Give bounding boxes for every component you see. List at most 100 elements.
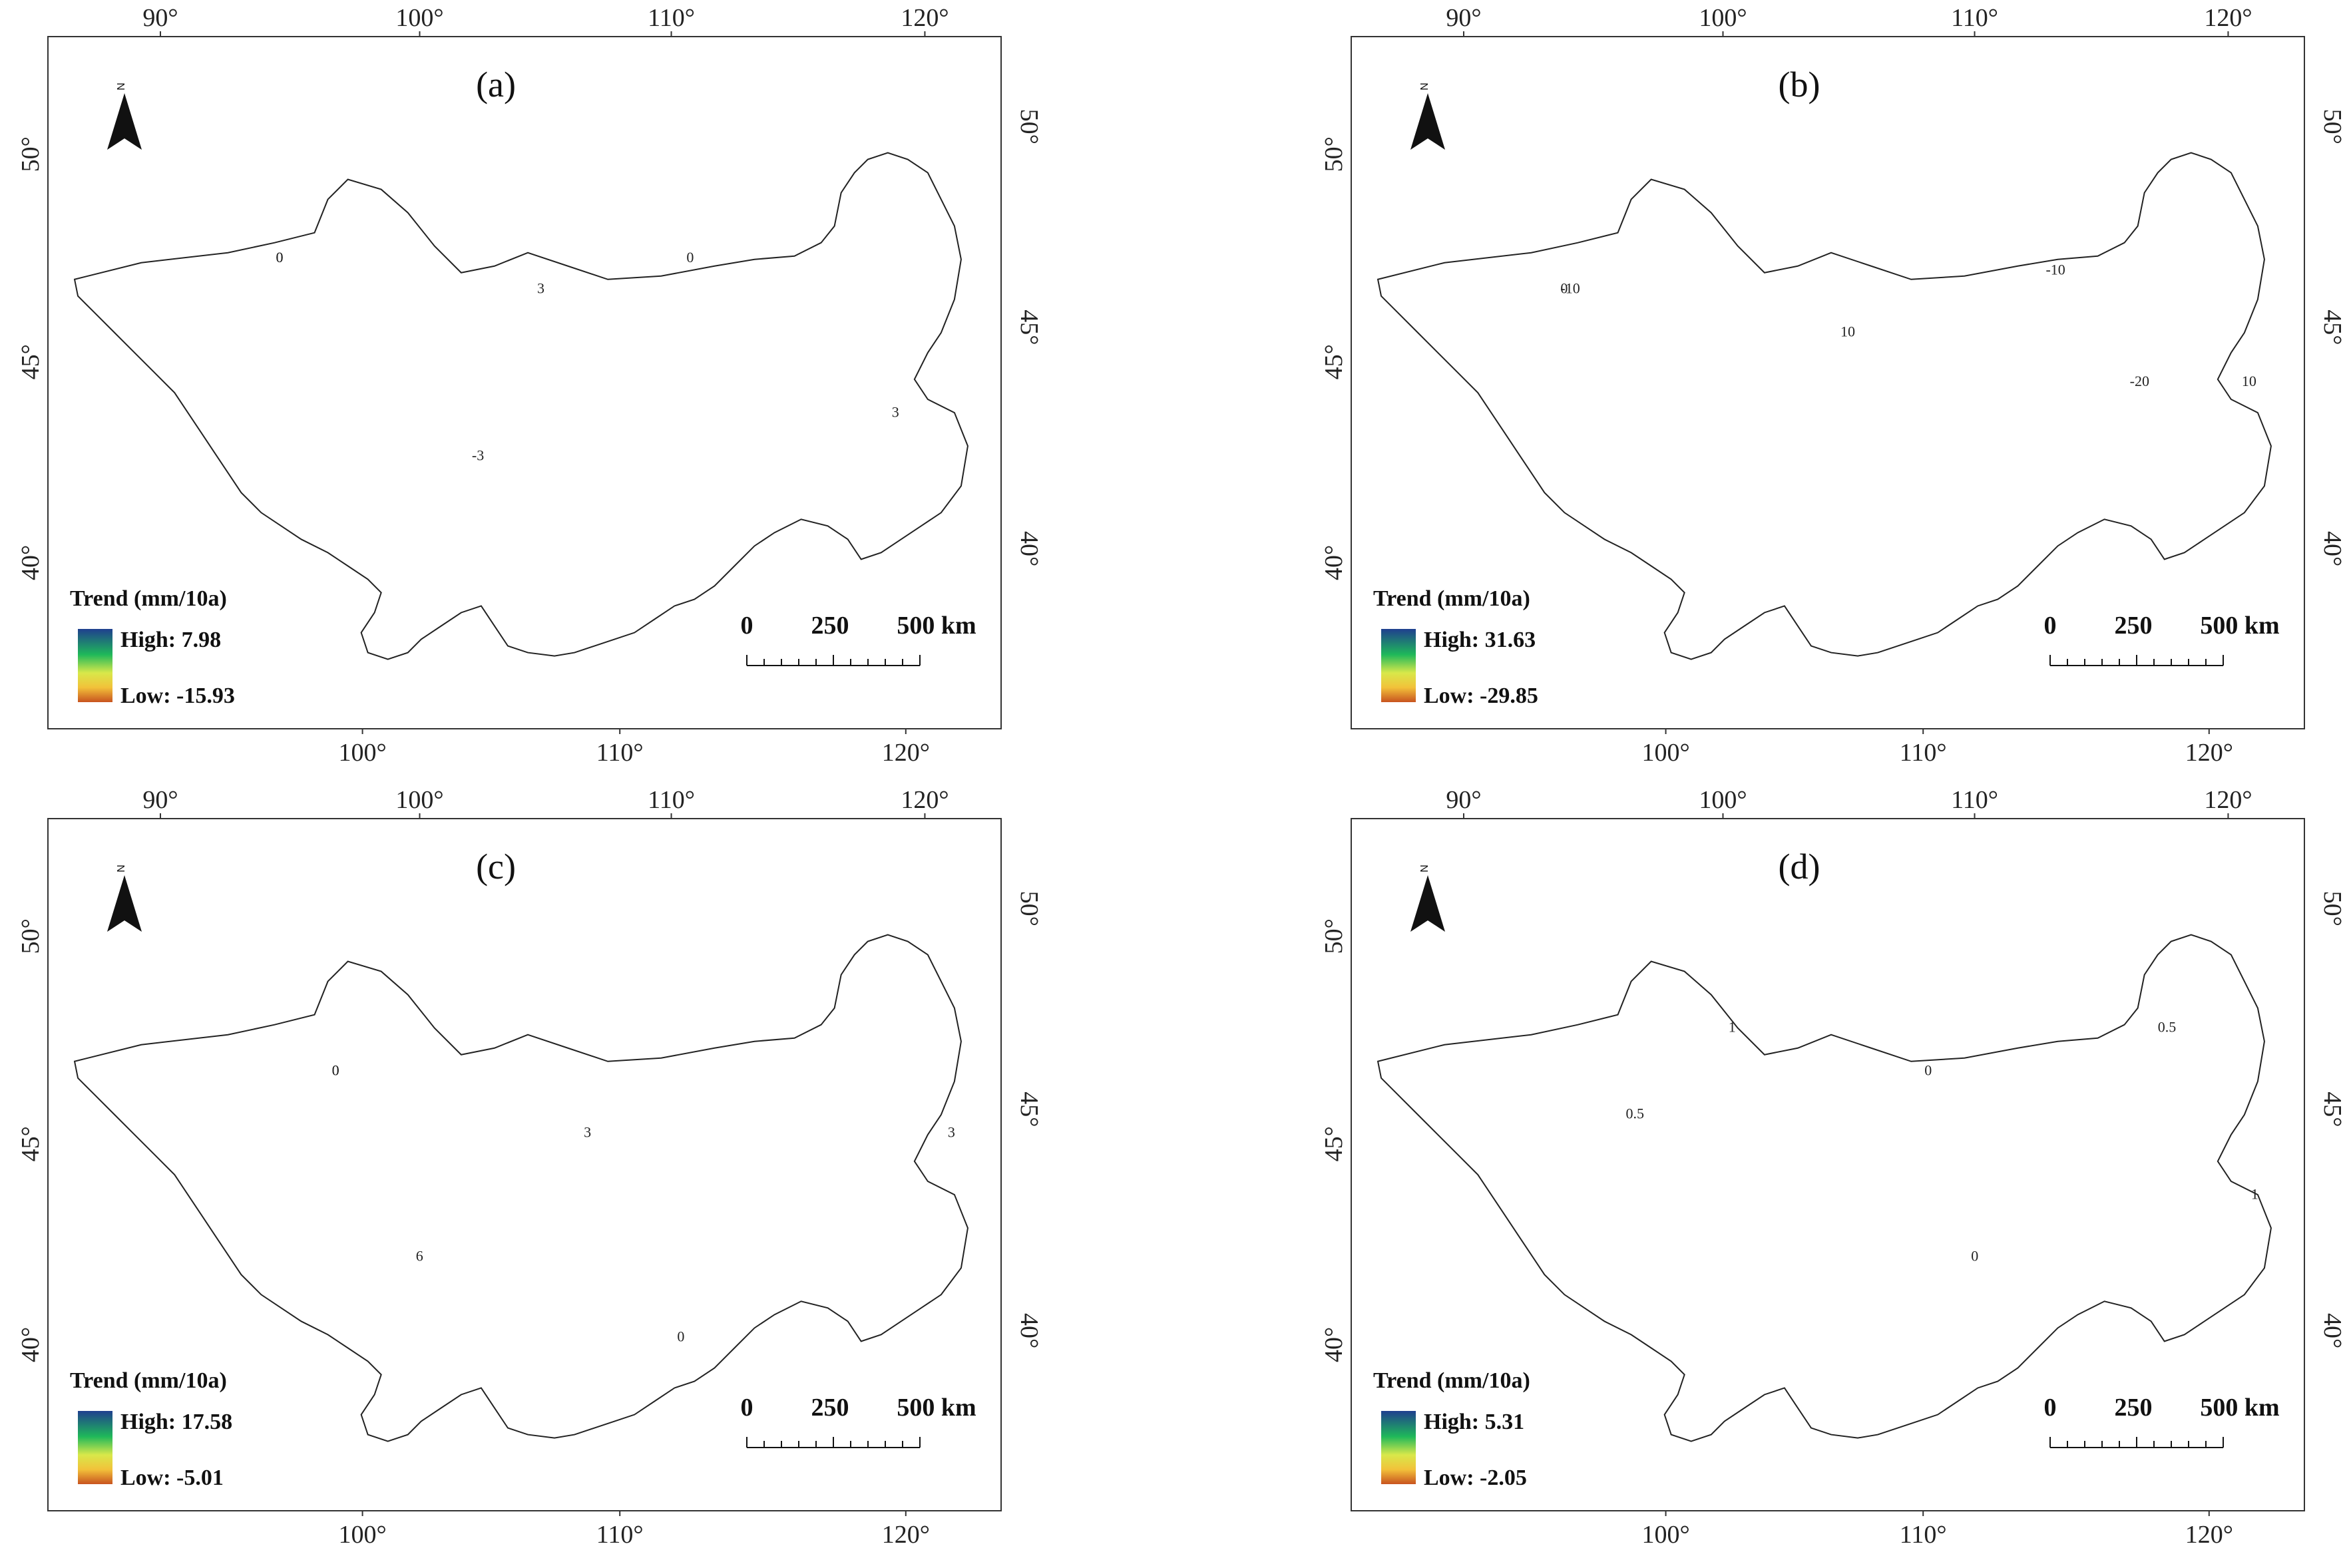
legend-title: Trend (mm/10a)	[70, 586, 227, 611]
contour-label: 0	[677, 1328, 684, 1344]
right-tick-label: 50°	[2318, 891, 2346, 926]
top-tick-label: 100°	[1699, 4, 1747, 32]
right-tick-label: 50°	[1015, 891, 1043, 926]
contour-label: 3	[584, 1124, 591, 1141]
bottom-tick-label: 110°	[596, 739, 644, 767]
legend-high: High: 31.63	[1424, 628, 1536, 652]
svg-text:500 km: 500 km	[897, 1394, 976, 1422]
bottom-tick-label: 100°	[338, 739, 386, 767]
contour-label: -10	[2045, 262, 2065, 278]
north-arrow-icon: N	[107, 83, 142, 150]
bottom-tick-label: 120°	[882, 1521, 930, 1549]
svg-text:N: N	[116, 865, 127, 873]
north-arrow-icon: N	[107, 865, 142, 932]
contour-label: 0	[686, 249, 694, 266]
right-tick-label: 45°	[1015, 309, 1043, 345]
panel-label: (d)	[1779, 847, 1820, 886]
top-tick-label: 110°	[1951, 786, 1998, 814]
contour-label: 0	[332, 1062, 339, 1079]
legend-color-ramp	[78, 629, 112, 702]
scale-bar: 0 250 500 km	[741, 612, 976, 666]
contour-label: -3	[472, 447, 484, 464]
legend-color-ramp	[78, 1411, 112, 1484]
top-tick-label: 110°	[1951, 4, 1998, 32]
right-tick-label: 40°	[2318, 1313, 2346, 1348]
left-tick-label: 45°	[17, 344, 45, 379]
panel-label: (c)	[476, 847, 516, 886]
svg-text:0: 0	[741, 612, 753, 640]
legend-high: High: 5.31	[1424, 1410, 1524, 1434]
bottom-tick-label: 110°	[1900, 739, 1947, 767]
top-tick-label: 110°	[648, 4, 695, 32]
legend-color-ramp	[1381, 629, 1416, 702]
bottom-tick-label: 110°	[596, 1521, 644, 1549]
map-panel-d: 0.5 1 0 0.5 1 0 90° 100° 110° 120° 100° 110° 120° 50°…	[1320, 786, 2346, 1549]
map-frame	[1351, 818, 2305, 1511]
svg-text:500 km: 500 km	[897, 612, 976, 640]
map-frame	[1351, 36, 2305, 729]
top-tick-label: 90°	[1446, 4, 1481, 32]
top-tick-label: 100°	[395, 786, 443, 814]
top-tick-label: 90°	[142, 786, 178, 814]
contour-label: 0	[1924, 1062, 1932, 1079]
contour-label: 6	[416, 1248, 423, 1265]
contour-label: 3	[892, 404, 899, 421]
bottom-tick-label: 100°	[1641, 1521, 1689, 1549]
scale-bar: 0 250 500 km	[741, 1394, 976, 1448]
contour-label: 1	[1729, 1018, 1736, 1035]
legend-low: Low: -5.01	[120, 1466, 224, 1490]
right-tick-label: 50°	[2318, 109, 2346, 144]
svg-text:500 km: 500 km	[2200, 1394, 2279, 1422]
top-tick-label: 120°	[2204, 786, 2252, 814]
left-tick-label: 40°	[17, 545, 45, 580]
contour-label: 10	[1840, 323, 1855, 340]
contour-label: 1	[2251, 1186, 2258, 1203]
right-tick-label: 40°	[1015, 1313, 1043, 1348]
svg-text:N: N	[116, 83, 127, 91]
contour-label: 0.5	[2158, 1018, 2177, 1035]
svg-text:250: 250	[811, 1394, 849, 1422]
top-tick-label: 120°	[901, 4, 949, 32]
map-frame	[47, 818, 1002, 1511]
right-tick-label: 45°	[2318, 1091, 2346, 1127]
map-panel-a: 0 3 0 3 -3 0 90° 100° 110° 120° 100° 110° 120° 50° 45°…	[17, 4, 1043, 767]
contour-label: 0	[1560, 280, 1568, 297]
legend-title: Trend (mm/10a)	[70, 1368, 227, 1393]
right-tick-label: 45°	[2318, 309, 2346, 345]
right-tick-label: 40°	[2318, 531, 2346, 566]
contour-label: 10	[2242, 373, 2256, 389]
left-tick-label: 45°	[1320, 344, 1348, 379]
bottom-tick-label: 100°	[1641, 739, 1689, 767]
top-tick-label: 100°	[1699, 786, 1747, 814]
top-tick-label: 100°	[395, 4, 443, 32]
contour-label: -10	[1560, 280, 1580, 297]
left-tick-label: 45°	[17, 1126, 45, 1161]
top-tick-label: 90°	[1446, 786, 1481, 814]
left-tick-label: 50°	[1320, 136, 1348, 172]
contour-label: 3	[948, 1124, 955, 1141]
svg-text:250: 250	[811, 612, 849, 640]
svg-text:250: 250	[2115, 1394, 2153, 1422]
svg-text:250: 250	[2115, 612, 2153, 640]
svg-text:N: N	[1419, 83, 1430, 91]
legend-high: High: 7.98	[120, 628, 221, 652]
legend-low: Low: -15.93	[120, 684, 235, 708]
contour-label: 0	[1971, 1248, 1978, 1265]
top-tick-label: 110°	[648, 786, 695, 814]
top-tick-label: 120°	[2204, 4, 2252, 32]
bottom-tick-label: 100°	[338, 1521, 386, 1549]
contour-label: 0	[276, 249, 283, 266]
bottom-tick-label: 120°	[2185, 1521, 2233, 1549]
left-tick-label: 45°	[1320, 1126, 1348, 1161]
legend-color-ramp	[1381, 1411, 1416, 1484]
svg-text:N: N	[1419, 865, 1430, 873]
left-tick-label: 50°	[17, 136, 45, 172]
bottom-tick-label: 120°	[882, 739, 930, 767]
scale-bar: 0 250 500 km	[2044, 612, 2280, 666]
right-tick-label: 50°	[1015, 109, 1043, 144]
top-tick-label: 120°	[901, 786, 949, 814]
north-arrow-icon: N	[1410, 865, 1445, 932]
legend-low: Low: -29.85	[1424, 684, 1538, 708]
left-tick-label: 40°	[1320, 545, 1348, 580]
